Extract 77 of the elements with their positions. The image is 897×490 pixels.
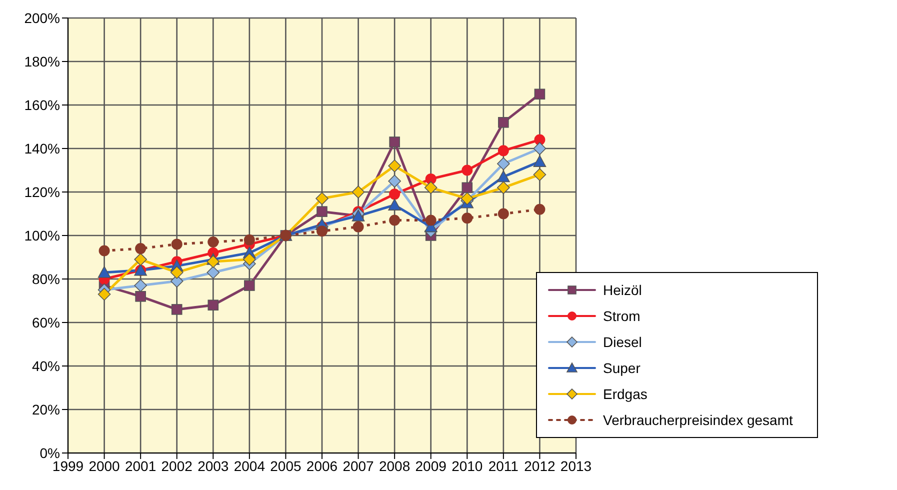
point	[243, 253, 256, 266]
legend-label: Diesel	[603, 334, 642, 350]
y-tick-label: 160%	[24, 96, 60, 113]
point	[533, 142, 546, 155]
y-tick-label: 40%	[32, 358, 60, 374]
x-tick-label: 2010	[452, 458, 483, 474]
point	[388, 174, 401, 188]
legend-label: Heizöl	[603, 282, 642, 298]
point	[316, 206, 328, 217]
point	[462, 212, 473, 224]
point	[460, 192, 474, 205]
point	[98, 266, 111, 278]
x-tick-label: 2012	[524, 458, 556, 474]
y-tick-label: 200%	[24, 10, 60, 26]
point	[171, 304, 182, 315]
point	[388, 198, 401, 210]
point	[206, 266, 220, 279]
point	[534, 88, 546, 100]
x-tick-label: 2009	[415, 458, 447, 474]
point	[424, 181, 438, 194]
point	[534, 204, 546, 215]
point	[98, 288, 111, 301]
x-tick-label: 2011	[488, 458, 519, 474]
point	[352, 186, 365, 198]
legend-label: Strom	[603, 308, 640, 324]
legend-label: Super	[603, 360, 640, 376]
point	[135, 243, 146, 254]
legend-label: Erdgas	[603, 386, 648, 402]
y-tick-label: 20%	[32, 401, 60, 418]
x-tick-label: 2001	[124, 458, 156, 474]
y-tick-label: 100%	[24, 227, 60, 244]
point	[497, 181, 510, 194]
x-tick-label: 2013	[560, 458, 592, 474]
point	[533, 155, 546, 167]
point	[171, 238, 182, 250]
point	[462, 164, 473, 176]
point	[425, 173, 436, 184]
point	[498, 117, 509, 128]
point	[352, 221, 364, 232]
point	[244, 234, 255, 246]
point	[498, 208, 509, 220]
point	[170, 266, 184, 279]
point	[244, 280, 255, 291]
y-tick-label: 80%	[32, 270, 60, 287]
point	[425, 214, 436, 226]
y-tick-label: 180%	[24, 53, 60, 70]
y-tick-label: 60%	[32, 314, 60, 330]
point	[135, 291, 146, 302]
x-tick-label: 2002	[161, 458, 193, 474]
point	[497, 157, 510, 170]
point	[316, 226, 328, 237]
x-tick-label: 2004	[234, 458, 266, 474]
point	[98, 245, 110, 256]
y-tick-label: 140%	[24, 140, 60, 156]
point	[534, 134, 546, 146]
point	[134, 279, 147, 292]
x-tick-label: 2005	[270, 458, 302, 474]
x-tick-label: 2000	[88, 458, 120, 474]
x-tick-label: 2006	[306, 458, 338, 474]
x-tick-label: 2008	[378, 458, 410, 474]
point	[533, 168, 546, 181]
point	[316, 192, 328, 205]
y-tick-label: 120%	[24, 184, 60, 200]
point	[498, 145, 509, 156]
point	[206, 255, 220, 268]
x-tick-label: 2003	[198, 458, 229, 474]
point	[208, 300, 219, 310]
legend-label: Verbraucherpreisindex gesamt	[603, 412, 793, 428]
point	[389, 214, 400, 226]
x-tick-label: 2007	[342, 458, 374, 474]
point	[389, 188, 400, 200]
point	[388, 160, 401, 172]
point	[497, 170, 510, 182]
point	[134, 253, 147, 266]
point	[462, 182, 473, 194]
point	[389, 136, 400, 148]
point	[208, 236, 219, 248]
